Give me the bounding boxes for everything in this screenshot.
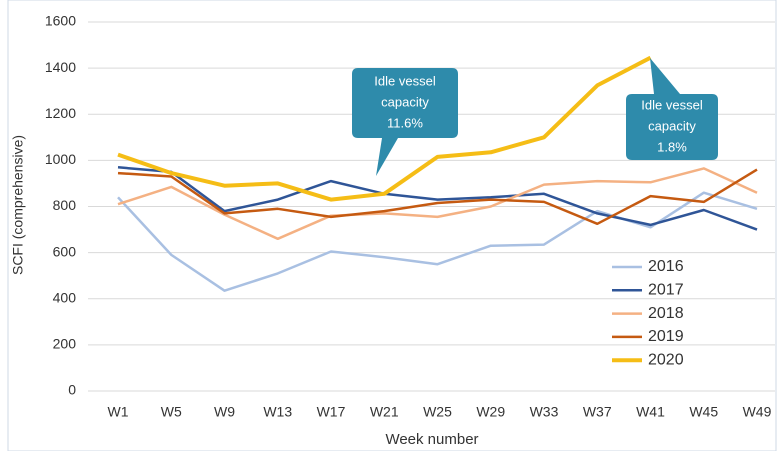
x-tick-label: W21 — [370, 404, 399, 420]
legend-label: 2020 — [648, 351, 684, 368]
y-tick-label: 1000 — [45, 151, 76, 167]
x-tick-label: W37 — [583, 404, 612, 420]
series-line — [117, 166, 758, 231]
y-tick-label: 1400 — [45, 59, 76, 75]
annotation: Idle vessel capacity 11.6% — [352, 68, 458, 176]
y-axis-title: SCFI (comprehensive) — [10, 135, 26, 275]
y-tick-label: 1200 — [45, 105, 76, 121]
legend: 2016 2017 2018 2019 2020 — [612, 258, 684, 368]
y-tick-label: 0 — [68, 382, 76, 398]
x-tick-label: W33 — [530, 404, 559, 420]
x-tick-label: W49 — [743, 404, 772, 420]
x-tick-label: W5 — [161, 404, 182, 420]
series-line — [117, 191, 758, 292]
annotation-text: capacity — [381, 94, 429, 109]
frame — [7, 0, 777, 451]
y-tick-label: 200 — [53, 336, 77, 352]
x-tick-label: W17 — [317, 404, 346, 420]
callout-shape — [626, 58, 718, 160]
y-tick-label: 600 — [53, 243, 77, 259]
callout-shape — [352, 68, 458, 176]
x-tick-label: W25 — [423, 404, 452, 420]
x-tick-label: W9 — [214, 404, 235, 420]
x-tick-label: W13 — [263, 404, 292, 420]
plot: 0 200 400 600 800 1000 1200 1400 1600 W1 W5 W9 W13 W1… — [45, 13, 775, 420]
series-line — [117, 55, 652, 202]
x-tick-label: W29 — [476, 404, 505, 420]
x-axis-title: Week number — [385, 431, 478, 448]
x-tick-label: W41 — [636, 404, 665, 420]
series-line — [117, 168, 758, 226]
legend-label: 2019 — [648, 328, 684, 345]
annotation-text: Idle vessel — [641, 97, 703, 112]
annotation-text: 1.8% — [657, 139, 687, 154]
x-tick-label: W45 — [689, 404, 718, 420]
annotation-text: Idle vessel — [374, 73, 436, 88]
annotation-text: capacity — [648, 118, 696, 133]
legend-label: 2016 — [648, 258, 684, 275]
legend-label: 2017 — [648, 282, 684, 299]
annotation-text: 11.6% — [387, 115, 423, 130]
y-tick-label: 800 — [53, 197, 77, 213]
legend-label: 2018 — [648, 305, 684, 322]
y-tick-label: 400 — [53, 289, 77, 305]
y-tick-label: 1600 — [45, 13, 76, 29]
annotation: Idle vessel capacity 1.8% — [626, 58, 718, 160]
x-tick-label: W1 — [108, 404, 129, 420]
